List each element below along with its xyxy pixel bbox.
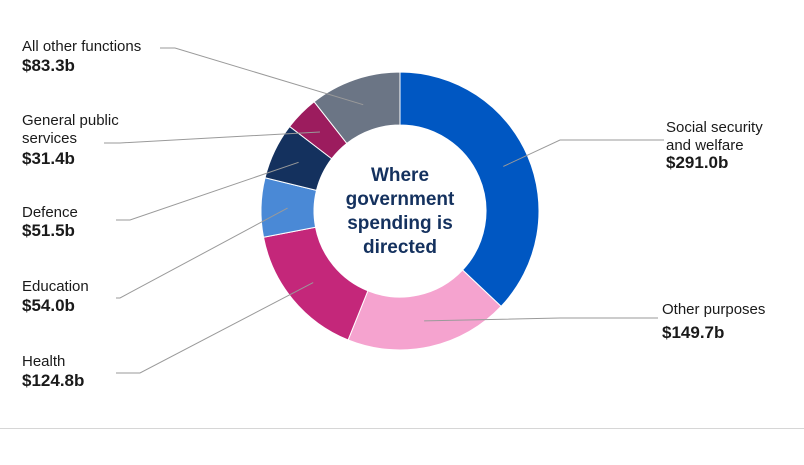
center-label-line: Where [371,165,429,186]
leader-line-other [424,317,658,322]
slice-value-other: $149.7b [662,323,724,342]
donut-slices [260,71,540,351]
slice-value-allother: $83.3b [22,56,75,75]
slice-labels: Social security and welfare$291.0b Other p… [22,38,765,390]
slice-name-health: Health [22,353,65,370]
slice-name-other: Other purposes [662,301,765,318]
slice-value-education: $54.0b [22,296,75,315]
center-label-line: government [346,189,455,210]
leader-line-defence [116,161,299,221]
slice-name-social: Social security and welfare [666,119,763,154]
leader-line-social [503,139,664,167]
slice-social [399,71,540,308]
leader-line-gps [104,131,320,144]
slice-name-defence: Defence [22,204,78,221]
slice-health [262,226,369,341]
leader-line-allother [160,47,364,106]
center-label: Where government spending is directed [346,165,455,258]
slice-name-education: Education [22,278,89,295]
slice-value-gps: $31.4b [22,149,75,168]
leader-lines [104,47,664,374]
slice-allother [313,71,401,145]
divider [0,428,804,429]
leader-line-education [116,207,288,299]
slice-value-defence: $51.5b [22,221,75,240]
slice-value-health: $124.8b [22,371,84,390]
center-label-line: spending is [347,213,453,234]
leader-line-health [116,282,314,374]
slice-name-allother: All other functions [22,38,141,55]
slice-name-gps: General public services [22,112,119,147]
slice-value-social: $291.0b [666,153,728,172]
center-label-line: directed [363,237,437,258]
